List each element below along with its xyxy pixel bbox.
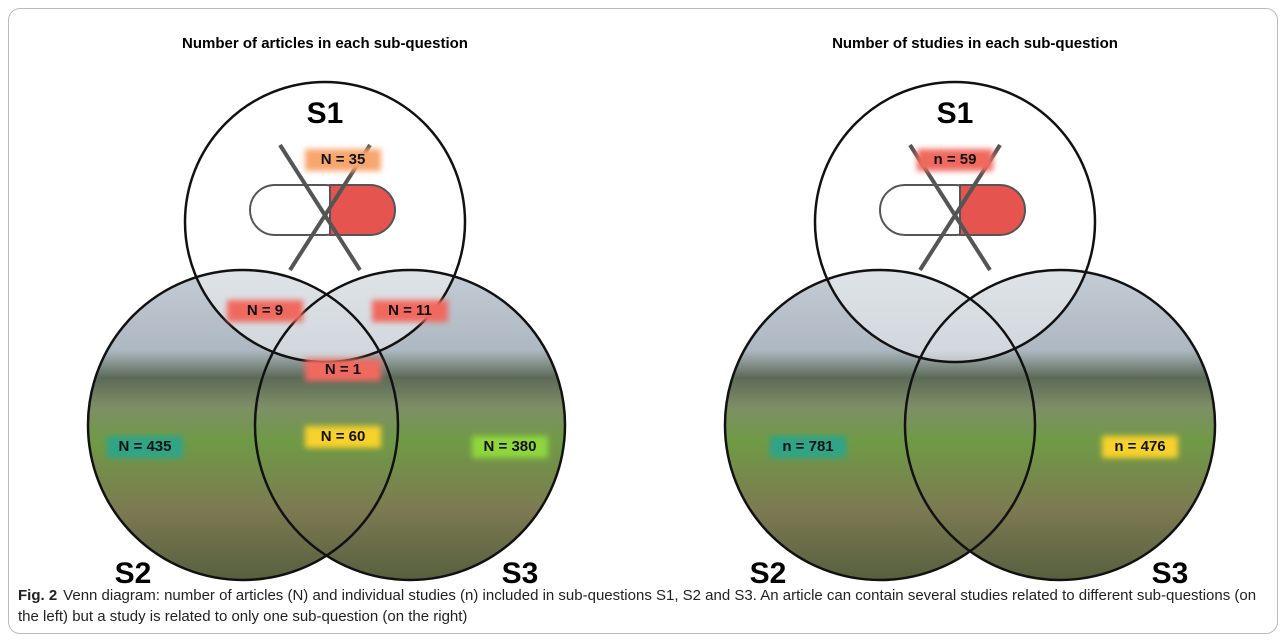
set-circle	[86, 268, 400, 582]
region-label: N = 35	[321, 151, 366, 168]
set-circle	[723, 268, 1037, 582]
set-label: S3	[1152, 557, 1189, 585]
set-label: S2	[750, 557, 787, 585]
pill-right	[959, 184, 1026, 236]
caption-text: Venn diagram: number of articles (N) and…	[18, 587, 1257, 625]
region-label-bg	[305, 359, 381, 381]
venn-diagram: Number of studies in each sub-question S1…	[723, 35, 1217, 585]
diagram-title: Number of studies in each sub-question	[832, 35, 1118, 52]
diagram-title: Number of articles in each sub-question	[182, 35, 468, 52]
region-label: n = 59	[934, 151, 977, 168]
region-label-bg	[1102, 436, 1178, 458]
region-label: n = 781	[782, 438, 833, 455]
pill-right	[329, 184, 396, 236]
region-label-bg	[227, 300, 303, 322]
region-label: N = 9	[247, 302, 283, 319]
set-label: S3	[502, 557, 539, 585]
set-circle	[253, 268, 567, 582]
venn-diagram: Number of articles in each sub-question S…	[86, 35, 567, 585]
caption: Fig. 2 Venn diagram: number of articles (…	[18, 585, 1273, 627]
set-label: S1	[937, 97, 974, 130]
region-label-bg	[472, 436, 548, 458]
region-label-bg	[372, 300, 448, 322]
region-label-bg	[107, 436, 183, 458]
region-label: N = 435	[119, 438, 172, 455]
set-label: S1	[307, 97, 344, 130]
region-label: N = 380	[484, 438, 537, 455]
landscape-photo	[725, 270, 1215, 580]
figure-frame	[8, 8, 1278, 634]
region-label: N = 11	[388, 302, 432, 319]
cross	[278, 143, 362, 272]
region-label-bg	[305, 149, 381, 171]
region-label-bg	[917, 149, 993, 171]
region-label: N = 1	[325, 361, 361, 378]
region-label-bg	[305, 426, 381, 448]
venn-figures: Number of articles in each sub-question S…	[86, 35, 1217, 585]
region-label: N = 60	[321, 428, 366, 445]
region-label-bg	[770, 436, 846, 458]
region-label: n = 476	[1114, 438, 1165, 455]
set-label: S2	[115, 557, 152, 585]
set-circle	[903, 268, 1217, 582]
landscape-photo	[88, 270, 565, 580]
caption-label: Fig. 2	[18, 587, 58, 604]
